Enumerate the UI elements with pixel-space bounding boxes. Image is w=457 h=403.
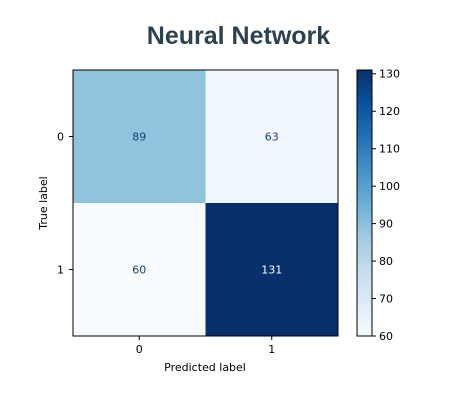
chart-title: Neural Network xyxy=(146,22,331,50)
heatmap-cell xyxy=(73,203,206,336)
x-tick-label: 0 xyxy=(136,343,143,356)
plot-frame xyxy=(72,69,339,337)
y-axis-label: True label xyxy=(37,176,50,230)
cell-value-label: 63 xyxy=(265,131,279,144)
x-tick-label: 1 xyxy=(268,343,275,356)
axes: 0 1 0 1 xyxy=(57,131,275,357)
heatmap-cell xyxy=(205,70,338,203)
colorbar-tick-label: 130 xyxy=(379,68,400,81)
x-axis-label: Predicted label xyxy=(164,361,246,374)
heatmap-cell xyxy=(73,70,206,203)
colorbar-tick-label: 110 xyxy=(379,143,400,156)
colorbar xyxy=(356,69,373,337)
colorbar-tick-label: 100 xyxy=(379,180,400,193)
heatmap-cell xyxy=(205,203,338,336)
colorbar-tick-label: 70 xyxy=(379,293,393,306)
colorbar-ticks: 60 70 80 90 100 110 120 130 xyxy=(372,68,400,343)
heatmap-cells: 89 63 60 131 xyxy=(73,70,338,336)
cell-value-label: 89 xyxy=(132,131,146,144)
colorbar-tick-label: 60 xyxy=(379,330,393,343)
cell-value-label: 60 xyxy=(132,264,146,277)
colorbar-tick-label: 120 xyxy=(379,105,400,118)
y-tick-label: 0 xyxy=(57,131,64,144)
y-tick-label: 1 xyxy=(57,264,64,277)
cell-value-label: 131 xyxy=(261,264,282,277)
colorbar-tick-label: 90 xyxy=(379,218,393,231)
colorbar-tick-label: 80 xyxy=(379,255,393,268)
